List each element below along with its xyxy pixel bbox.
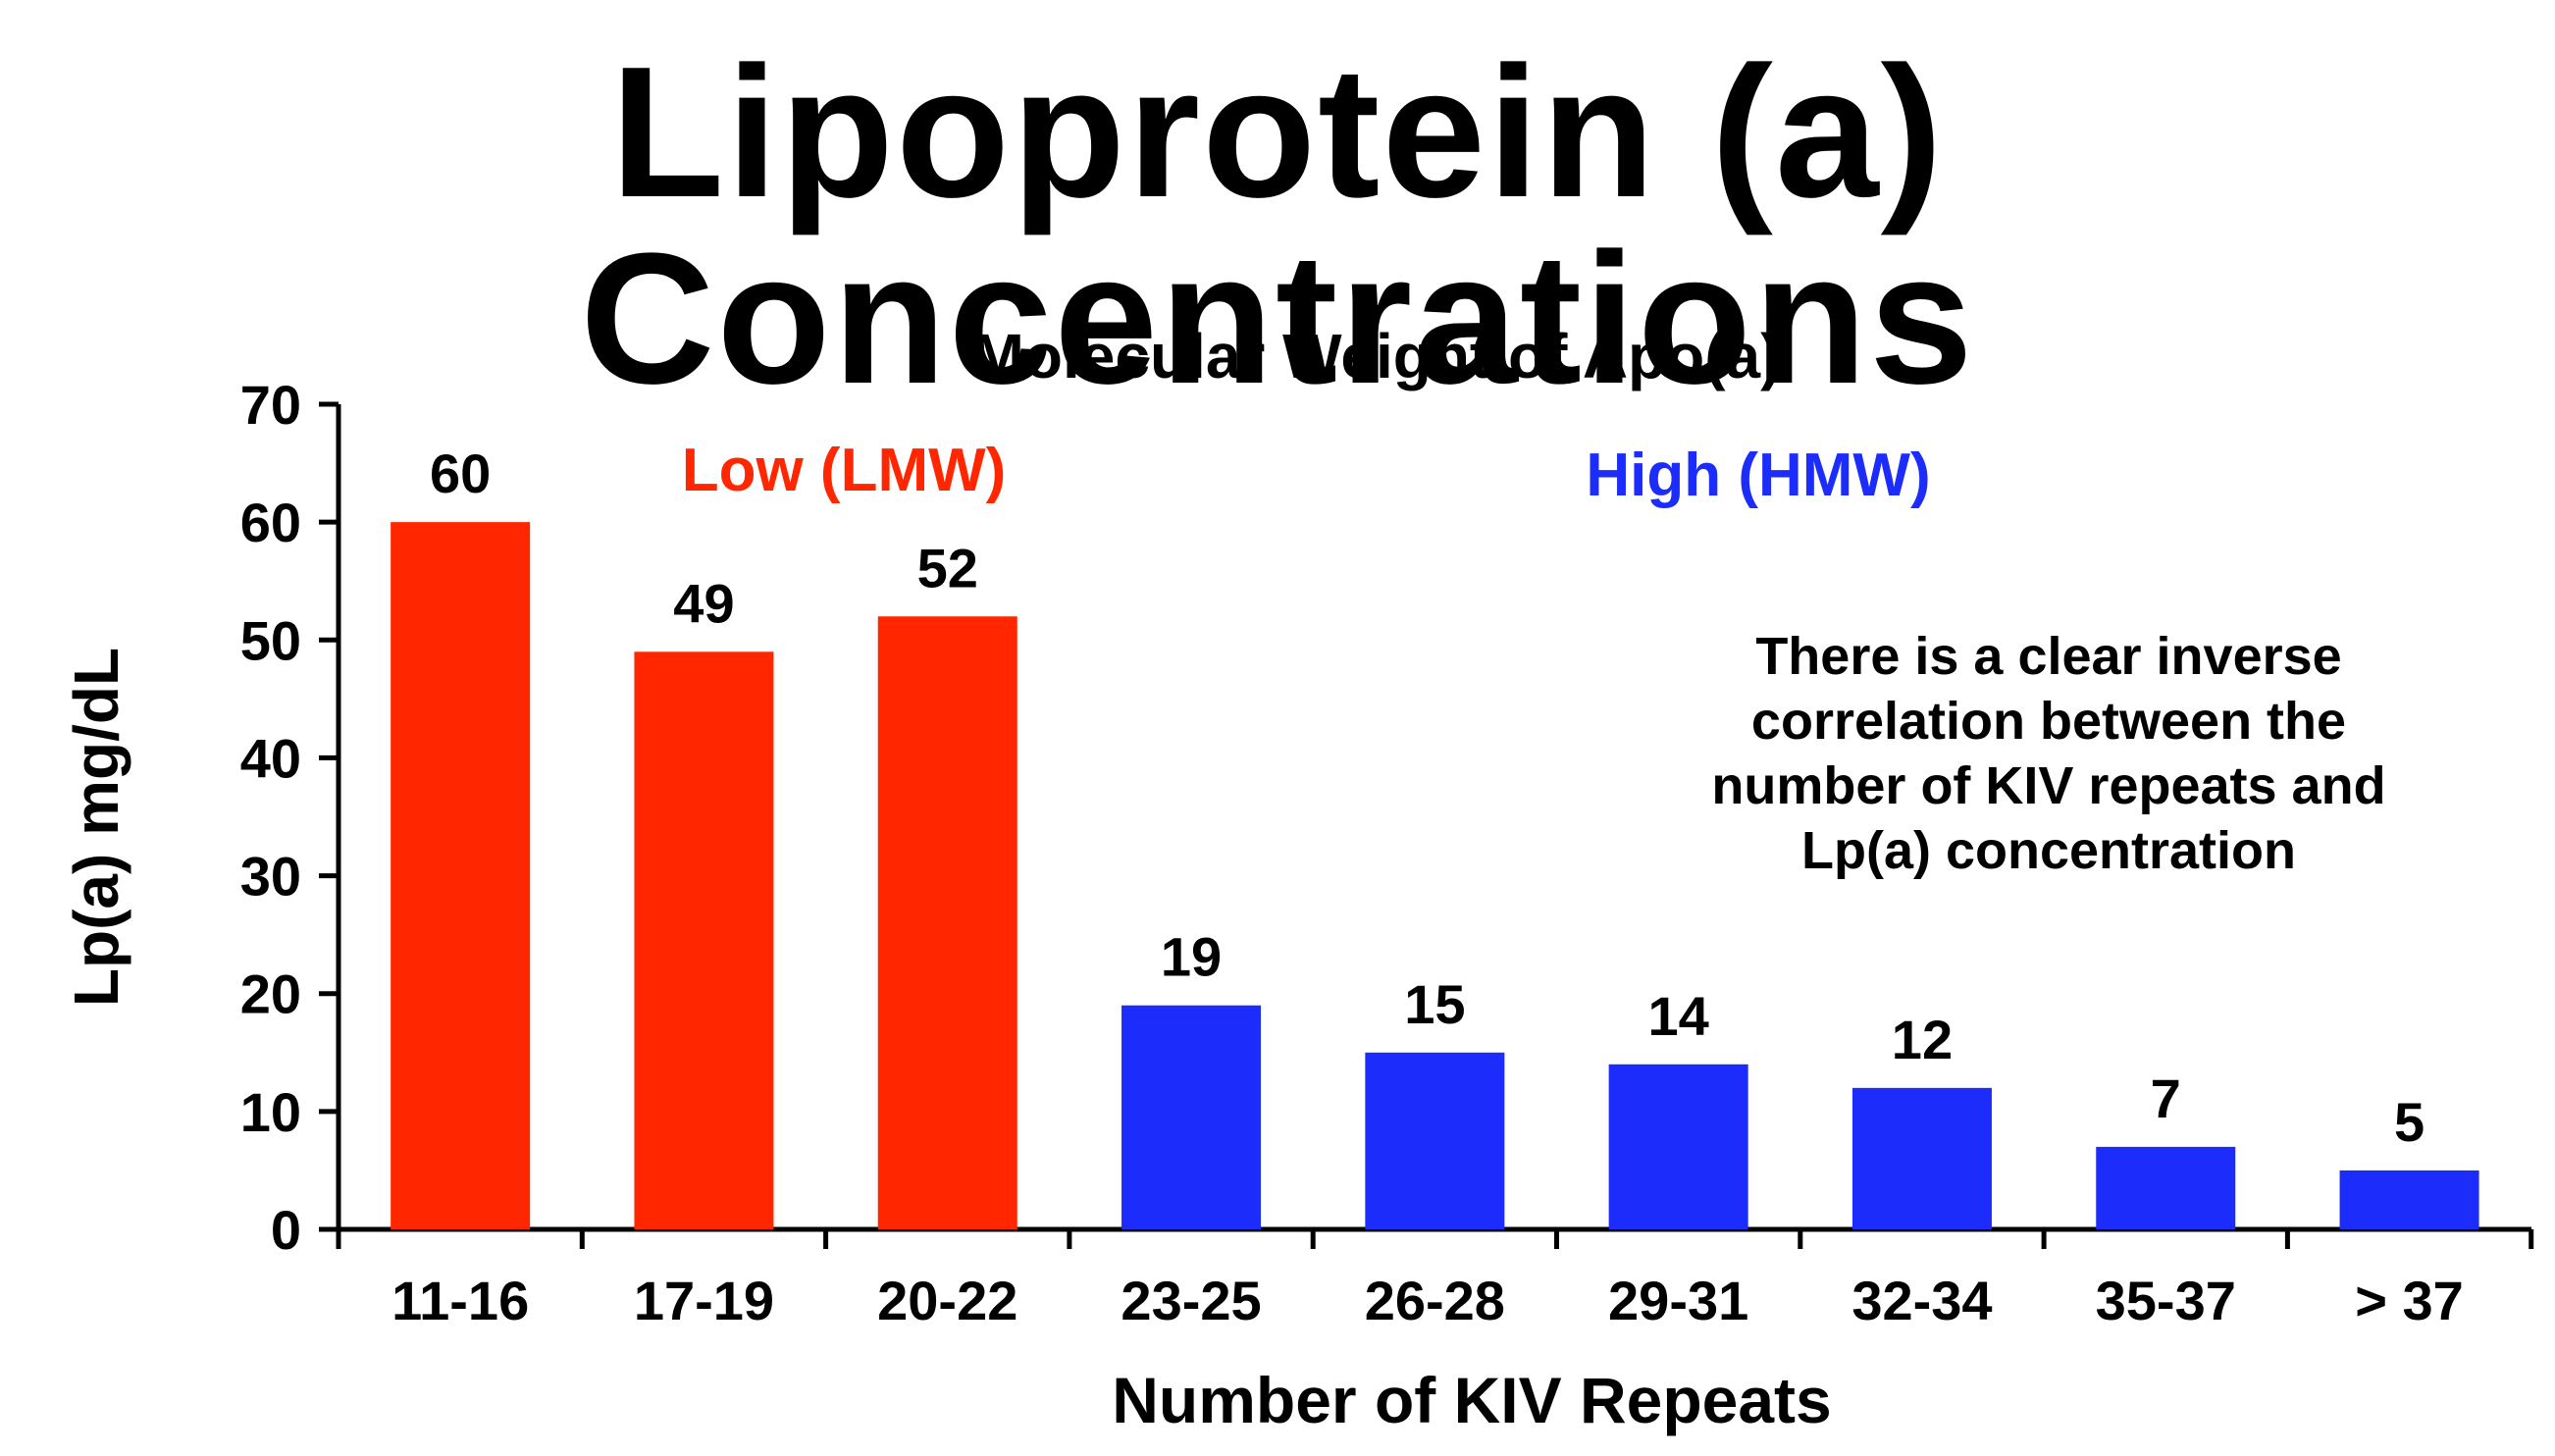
- y-tick-label: 30: [240, 846, 301, 908]
- x-tick-label: 11-16: [391, 1270, 529, 1331]
- y-tick-label: 70: [240, 374, 301, 436]
- group-label-low: Low (LMW): [682, 437, 1007, 504]
- y-tick-label: 50: [240, 609, 301, 671]
- bar-32-34: [1851, 1087, 1992, 1229]
- x-tick-label: 26-28: [1365, 1270, 1505, 1331]
- page-title: Lipoprotein (a) Concentrations: [580, 28, 1975, 423]
- bar-23-25: [1121, 1005, 1262, 1229]
- x-tick-label: > 37: [2355, 1270, 2464, 1331]
- bar-35-37: [2096, 1146, 2236, 1229]
- annotation-line: Lp(a) concentration: [1801, 821, 2296, 880]
- bar-value-label: 60: [430, 442, 491, 504]
- axes: 0 10 20 30 40 50 60 70: [240, 374, 2534, 1261]
- y-tick-label: 20: [240, 963, 301, 1025]
- annotation-line: correlation between the: [1751, 692, 2346, 751]
- chart-title: Molecular Weight of Apo(a): [972, 321, 1782, 391]
- x-tick-label: 29-31: [1608, 1270, 1748, 1331]
- bar-29-31: [1608, 1064, 1748, 1229]
- y-tick-label: 10: [240, 1081, 301, 1143]
- bar-37: [2339, 1170, 2479, 1229]
- bar-value-label: 5: [2394, 1091, 2425, 1153]
- bar-value-label: 7: [2151, 1067, 2181, 1129]
- bar-value-label: 12: [1892, 1009, 1953, 1070]
- annotation-line: number of KIV repeats and: [1711, 756, 2385, 815]
- bar-value-label: 14: [1648, 985, 1709, 1047]
- annotation-text: There is a clear inverse correlation betw…: [1711, 627, 2385, 880]
- bar-26-28: [1365, 1052, 1505, 1229]
- y-tick-label: 40: [240, 727, 301, 789]
- bar-11-16: [391, 522, 531, 1229]
- group-label-high: High (HMW): [1586, 442, 1930, 509]
- x-tick-label: 17-19: [634, 1270, 774, 1331]
- x-axis-label: Number of KIV Repeats: [1112, 1364, 1831, 1436]
- x-tick-label: 35-37: [2096, 1270, 2236, 1331]
- bar-value-label: 19: [1161, 926, 1222, 988]
- bars: 60 11-16 49 17-19 52 20-22 19 23-25 15 26-28 14 29-…: [391, 442, 2479, 1331]
- bar-value-label: 49: [673, 572, 734, 634]
- y-axis-label: Lp(a) mg/dL: [61, 648, 131, 1007]
- y-tick-label: 60: [240, 492, 301, 553]
- bar-value-label: 52: [917, 537, 978, 598]
- y-tick-label: 0: [271, 1199, 301, 1261]
- x-tick-label: 23-25: [1121, 1270, 1261, 1331]
- x-tick-label: 20-22: [877, 1270, 1017, 1331]
- annotation-line: There is a clear inverse: [1755, 627, 2341, 686]
- bar-20-22: [877, 616, 1017, 1229]
- bar-value-label: 15: [1404, 973, 1465, 1035]
- bar-17-19: [634, 651, 774, 1229]
- x-tick-label: 32-34: [1851, 1270, 1992, 1331]
